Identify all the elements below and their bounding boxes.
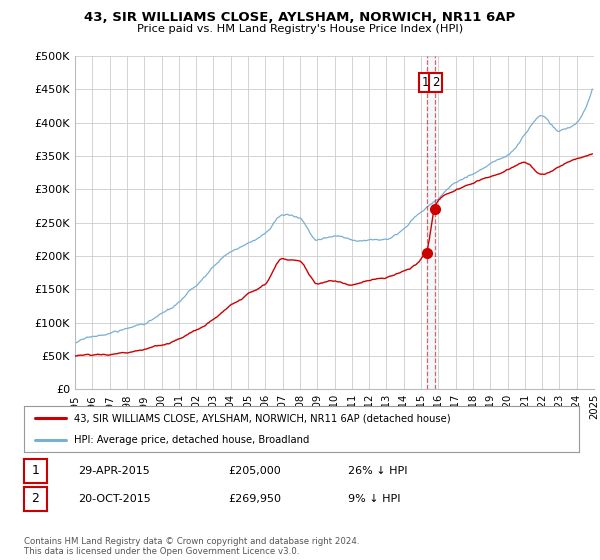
Text: £269,950: £269,950 [228,494,281,504]
Text: 20-OCT-2015: 20-OCT-2015 [78,494,151,504]
Text: 26% ↓ HPI: 26% ↓ HPI [348,466,407,476]
Text: 1: 1 [31,464,40,478]
Text: Price paid vs. HM Land Registry's House Price Index (HPI): Price paid vs. HM Land Registry's House … [137,24,463,34]
Bar [427,56,435,389]
Text: 9% ↓ HPI: 9% ↓ HPI [348,494,401,504]
Text: 43, SIR WILLIAMS CLOSE, AYLSHAM, NORWICH, NR11 6AP (detached house): 43, SIR WILLIAMS CLOSE, AYLSHAM, NORWICH… [74,413,451,423]
Text: Contains HM Land Registry data © Crown copyright and database right 2024.
This d: Contains HM Land Registry data © Crown c… [24,536,359,556]
Text: 2: 2 [31,492,40,506]
Text: HPI: Average price, detached house, Broadland: HPI: Average price, detached house, Broa… [74,435,310,445]
Text: £205,000: £205,000 [228,466,281,476]
Text: 1: 1 [422,76,430,89]
Text: 43, SIR WILLIAMS CLOSE, AYLSHAM, NORWICH, NR11 6AP: 43, SIR WILLIAMS CLOSE, AYLSHAM, NORWICH… [85,11,515,24]
Text: 2: 2 [432,76,439,89]
Text: 29-APR-2015: 29-APR-2015 [78,466,150,476]
